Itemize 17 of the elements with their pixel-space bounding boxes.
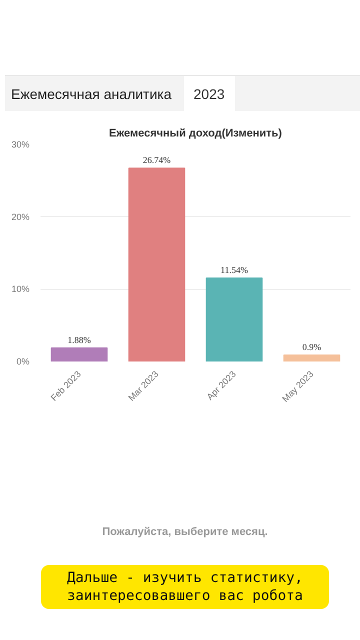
y-tick-label: 10%	[11, 284, 30, 294]
data-label: 0.9%	[302, 342, 322, 352]
data-label: 1.88%	[68, 334, 92, 345]
data-label: 11.54%	[220, 265, 248, 276]
y-tick-label: 20%	[11, 212, 30, 222]
bar	[50, 347, 108, 362]
text: Пожалуйста, выберите месяц.	[101, 525, 269, 540]
bar	[283, 354, 340, 362]
y-tick-label: 0%	[16, 356, 30, 366]
bar	[128, 168, 186, 362]
bar	[206, 278, 263, 362]
y-tick-label: 30%	[11, 140, 30, 150]
text: Ежемесячная аналитика	[10, 84, 172, 104]
data-label: 26.74%	[142, 155, 172, 166]
chart-title: Ежемесячный доход(Изменить)	[109, 128, 282, 140]
text: 2023	[184, 76, 235, 112]
text: Дальше - изучить статистику, заинтересовавшего вас робота	[41, 565, 329, 609]
